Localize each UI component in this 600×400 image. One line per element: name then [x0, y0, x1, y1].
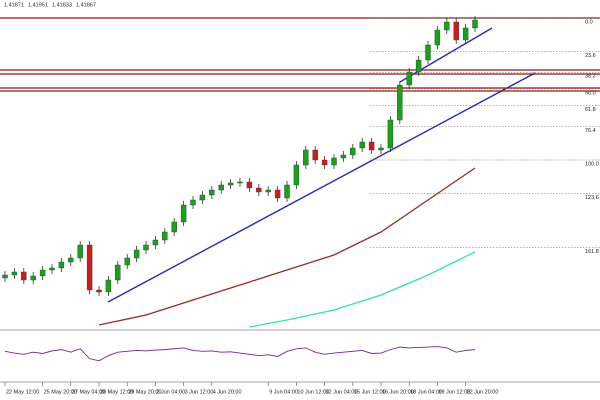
- candle-body: [246, 181, 253, 189]
- x-tick-label: 4 Jun 20:00: [213, 389, 242, 395]
- candle-body: [11, 271, 18, 276]
- candle-body: [303, 149, 309, 166]
- x-tick-label: 19 Jun 12:00: [438, 389, 470, 395]
- candle-body: [425, 44, 431, 61]
- x-tick-label: 22 May 12:00: [6, 389, 39, 395]
- candle-body: [190, 199, 196, 206]
- candle-body: [359, 141, 365, 149]
- header-value: 1.41951: [28, 2, 48, 8]
- x-tick-label: 18 Jun 04:00: [410, 389, 442, 395]
- candle-body: [86, 244, 93, 291]
- candle-body: [218, 184, 224, 191]
- candle-body: [2, 274, 8, 279]
- candle-body: [462, 27, 469, 41]
- candle-body: [209, 189, 215, 196]
- candle-body: [312, 149, 318, 161]
- candle-body: [96, 289, 102, 293]
- candle-body: [124, 257, 130, 266]
- candle-body: [406, 71, 412, 86]
- candle-body: [133, 249, 140, 259]
- moving-average: [98, 167, 476, 326]
- header-value: 1.41871: [4, 2, 24, 8]
- x-tick-label: 27 May 04:00: [72, 389, 105, 395]
- x-tick-label: 22 Jun 20:00: [467, 389, 499, 395]
- candle-body: [39, 269, 46, 277]
- trend-line: [107, 72, 536, 303]
- candle-body: [162, 231, 168, 241]
- candle-body: [368, 141, 375, 151]
- candle-body: [472, 19, 478, 29]
- x-tick-label: 12 Jun 04:00: [326, 389, 358, 395]
- candle-body: [415, 59, 422, 73]
- candle-body: [321, 159, 328, 166]
- candle-body: [340, 154, 347, 159]
- candle-body: [58, 261, 65, 269]
- candle-body: [453, 21, 459, 41]
- candle-body: [49, 267, 55, 271]
- header-value: 1.41833: [52, 2, 72, 8]
- candle-body: [274, 189, 281, 199]
- x-tick-label: 15 Jun 12:00: [354, 389, 386, 395]
- fib-label: 50.0: [585, 90, 596, 96]
- x-tick-label: 9 Jun 04:00: [269, 389, 298, 395]
- candle-body: [237, 181, 243, 184]
- header-value: 1.41867: [76, 2, 96, 8]
- x-tick-label: 2 Jun 04:00: [156, 389, 185, 395]
- x-tick-label: 16 Jun 20:00: [382, 389, 414, 395]
- candle-body: [21, 271, 27, 281]
- candle-body: [397, 84, 403, 121]
- candle-body: [378, 147, 384, 151]
- candle-body: [293, 164, 300, 186]
- x-tick-label: 25 May 20:00: [44, 389, 77, 395]
- candle-body: [77, 244, 83, 259]
- candle-body: [227, 182, 234, 186]
- candle-body: [171, 221, 177, 233]
- x-tick-label: 28 May 12:00: [100, 389, 133, 395]
- candle-body: [256, 187, 262, 193]
- fib-label: 76.4: [585, 128, 596, 134]
- candle-body: [387, 119, 394, 149]
- candle-body: [434, 29, 441, 46]
- candle-body: [180, 204, 187, 223]
- fib-label: 61.8: [585, 107, 596, 113]
- candle-body: [105, 279, 112, 293]
- fib-label: 123.6: [585, 195, 599, 201]
- candle-body: [265, 189, 271, 193]
- rsi-line: [4, 346, 476, 362]
- candle-body: [30, 275, 36, 281]
- candle-body: [152, 239, 159, 246]
- fib-label: 0.0: [585, 19, 593, 25]
- candle-body: [199, 194, 206, 201]
- x-tick-label: 3 Jun 12:00: [185, 389, 214, 395]
- fib-label: 23.6: [585, 53, 596, 59]
- fib-label: 38.2: [585, 74, 596, 80]
- candle-body: [284, 184, 290, 199]
- candle-body: [115, 264, 121, 281]
- candle-body: [350, 147, 356, 156]
- moving-average: [249, 251, 476, 328]
- x-tick-label: 10 Jun 12:00: [297, 389, 329, 395]
- x-tick-label: 29 May 20:00: [128, 389, 161, 395]
- candle-body: [331, 157, 337, 166]
- fib-label: 100.0: [585, 161, 599, 167]
- candle-body: [68, 257, 74, 263]
- fib-label: 161.8: [585, 249, 599, 255]
- candle-body: [444, 21, 450, 31]
- trend-line: [399, 27, 493, 83]
- candle-body: [143, 244, 149, 251]
